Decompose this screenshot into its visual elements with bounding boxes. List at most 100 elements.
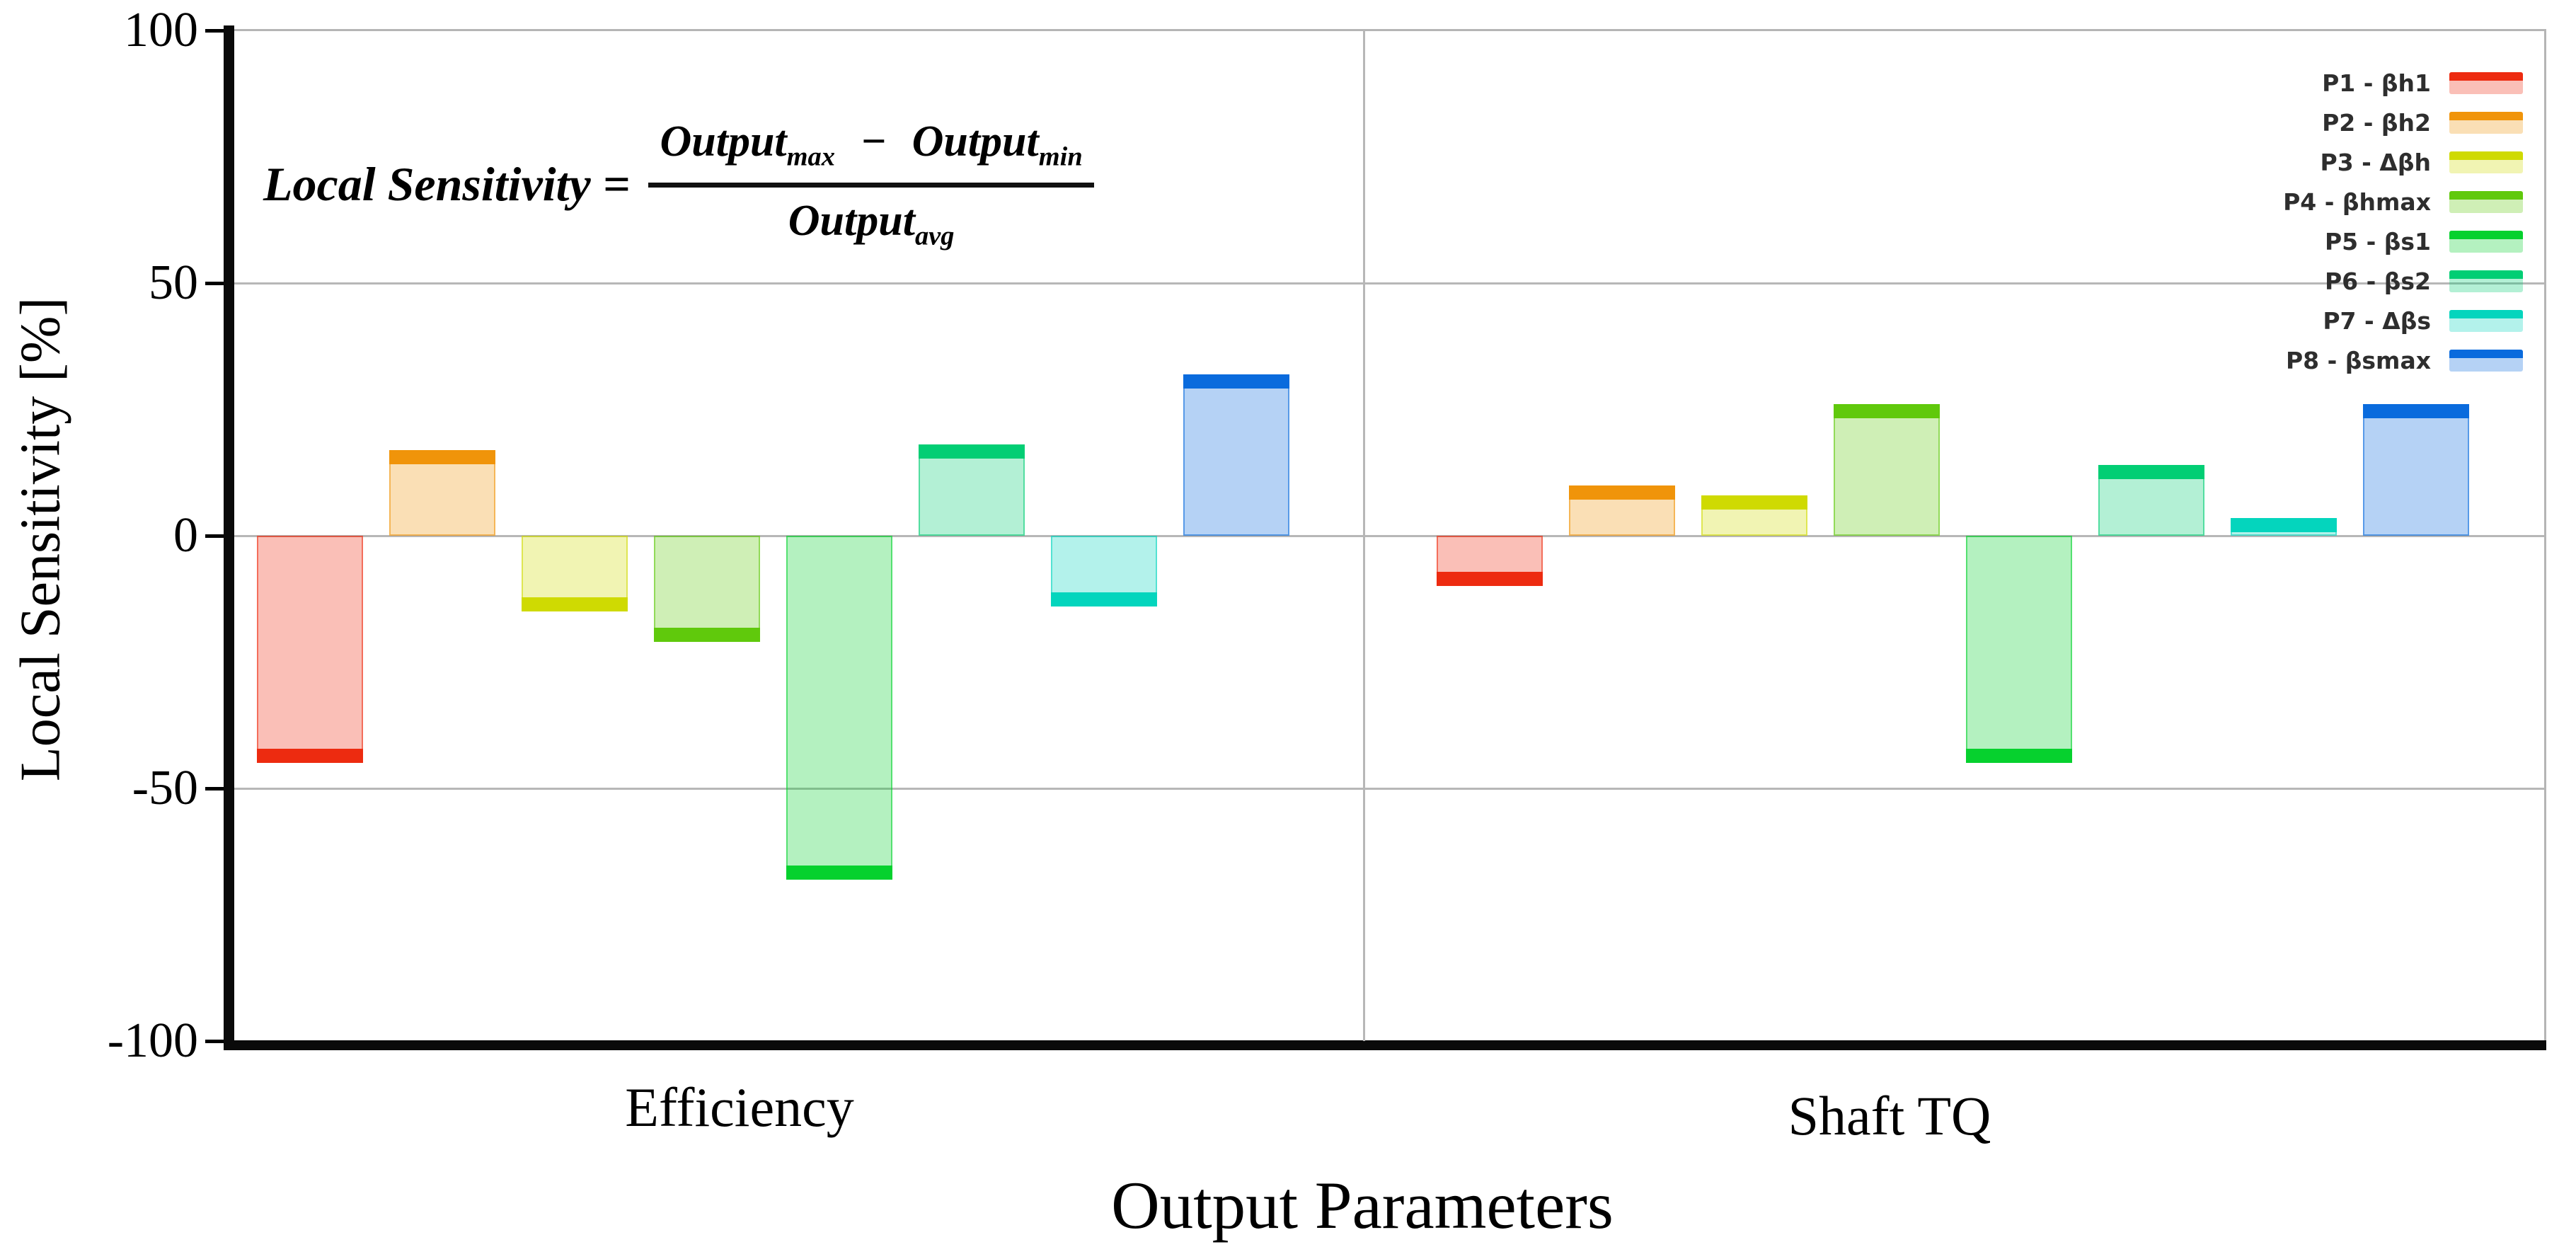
bar-efficiency-p4 xyxy=(654,536,760,642)
legend: P1 - βh1 P2 - βh2 P3 - Δβh P4 - βhmax P5 - β… xyxy=(2283,63,2523,380)
formula-denominator: Outputavg xyxy=(788,188,955,251)
y-tick-0 xyxy=(205,534,224,538)
bar-shaft-tq-p1 xyxy=(1437,536,1543,587)
legend-swatch-p3 xyxy=(2449,151,2523,173)
formula-minus: − xyxy=(860,117,887,166)
y-tick-label-100: 100 xyxy=(124,3,198,57)
group-label-shaft-tq: Shaft TQ xyxy=(1788,1085,1991,1146)
x-axis-title: Output Parameters xyxy=(1111,1168,1614,1243)
y-tick-label-0: 0 xyxy=(173,508,198,563)
bar-cap xyxy=(1437,572,1543,587)
legend-swatch-cap xyxy=(2449,309,2523,318)
bar-cap xyxy=(786,865,892,880)
bar-shaft-tq-p8 xyxy=(2363,404,2469,536)
formula-output-min-sub: min xyxy=(1038,142,1083,172)
legend-swatch-cap xyxy=(2449,270,2523,279)
gridline--50 xyxy=(234,788,2544,790)
bar-efficiency-p3 xyxy=(522,536,628,612)
gridline-0 xyxy=(234,535,2544,537)
y-tick-label--50: -50 xyxy=(132,761,198,815)
bar-efficiency-p6 xyxy=(919,444,1025,536)
y-axis-spine xyxy=(224,25,234,1050)
formula-output-avg-sub: avg xyxy=(914,220,955,251)
legend-swatch-cap xyxy=(2449,71,2523,81)
plot-border-right xyxy=(2544,29,2546,1043)
formula-output-avg-base: Output xyxy=(788,196,915,245)
plot-area: P1 - βh1 P2 - βh2 P3 - Δβh P4 - βhmax P5 - β… xyxy=(234,30,2544,1041)
legend-label: P1 - βh1 xyxy=(2322,69,2431,97)
bar-cap xyxy=(654,627,760,642)
plot-border-top xyxy=(234,29,2546,31)
legend-swatch-p4 xyxy=(2449,190,2523,213)
bar-cap xyxy=(1966,749,2072,764)
formula-output-min-base: Output xyxy=(912,117,1039,166)
bar-efficiency-p7 xyxy=(1051,536,1157,606)
legend-swatch-cap xyxy=(2449,151,2523,160)
x-axis-spine xyxy=(224,1040,2546,1050)
bar-cap xyxy=(522,597,628,612)
bar-shaft-tq-p4 xyxy=(1834,404,1940,536)
legend-swatch-p8 xyxy=(2449,349,2523,372)
bar-cap xyxy=(257,749,363,764)
bar-cap xyxy=(2098,465,2204,480)
y-tick--100 xyxy=(205,1040,224,1043)
legend-swatch-cap xyxy=(2449,349,2523,358)
bar-cap xyxy=(919,444,1025,459)
legend-label: P8 - βsmax xyxy=(2285,346,2431,374)
legend-item-p6: P6 - βs2 xyxy=(2283,261,2523,301)
legend-label: P3 - Δβh xyxy=(2320,148,2431,176)
legend-swatch-p1 xyxy=(2449,71,2523,94)
bar-cap xyxy=(1569,485,1675,500)
legend-item-p2: P2 - βh2 xyxy=(2283,103,2523,142)
panel-divider xyxy=(1363,30,1365,1041)
legend-swatch-cap xyxy=(2449,190,2523,200)
legend-item-p8: P8 - βsmax xyxy=(2283,340,2523,380)
formula-fraction: Outputmax − Outputmin Outputavg xyxy=(648,117,1094,251)
formula-lhs: Local Sensitivity = xyxy=(263,156,630,212)
bar-cap xyxy=(1834,404,1940,419)
legend-label: P6 - βs2 xyxy=(2324,267,2431,295)
bar-cap xyxy=(389,449,495,464)
bar-efficiency-p8 xyxy=(1183,374,1289,536)
bar-cap xyxy=(2231,518,2337,532)
bar-efficiency-p1 xyxy=(257,536,363,764)
bar-shaft-tq-p6 xyxy=(2098,465,2204,536)
legend-item-p7: P7 - Δβs xyxy=(2283,301,2523,340)
legend-label: P5 - βs1 xyxy=(2324,227,2431,255)
bar-cap xyxy=(1051,592,1157,606)
legend-label: P7 - Δβs xyxy=(2323,306,2431,335)
bar-cap xyxy=(2363,404,2469,419)
legend-item-p4: P4 - βhmax xyxy=(2283,182,2523,222)
formula-output-max-sub: max xyxy=(786,142,835,172)
legend-swatch-cap xyxy=(2449,111,2523,120)
gridline-50 xyxy=(234,282,2544,284)
bar-shaft-tq-p5 xyxy=(1966,536,2072,764)
bar-efficiency-p2 xyxy=(389,449,495,536)
formula-output-max-base: Output xyxy=(660,117,787,166)
y-tick-label--100: -100 xyxy=(107,1013,198,1068)
bar-shaft-tq-p7 xyxy=(2231,518,2337,536)
formula-lhs-text: Local Sensitivity xyxy=(263,156,591,211)
legend-swatch-p6 xyxy=(2449,270,2523,292)
bar-cap xyxy=(1701,495,1807,510)
formula-numerator: Outputmax − Outputmin xyxy=(648,117,1094,188)
legend-swatch-p7 xyxy=(2449,309,2523,332)
y-tick-label-50: 50 xyxy=(149,255,198,310)
bar-efficiency-p5 xyxy=(786,536,892,880)
y-tick-100 xyxy=(205,29,224,33)
legend-swatch-p5 xyxy=(2449,230,2523,253)
legend-swatch-p2 xyxy=(2449,111,2523,134)
y-tick--50 xyxy=(205,787,224,791)
bar-shaft-tq-p3 xyxy=(1701,495,1807,536)
legend-item-p5: P5 - βs1 xyxy=(2283,222,2523,261)
formula-equals: = xyxy=(602,156,631,211)
legend-item-p3: P3 - Δβh xyxy=(2283,142,2523,182)
legend-label: P4 - βhmax xyxy=(2283,188,2431,216)
formula-annotation: Local Sensitivity = Outputmax − Outputmi… xyxy=(263,106,1094,262)
bar-cap xyxy=(1183,374,1289,389)
legend-swatch-cap xyxy=(2449,230,2523,239)
bar-shaft-tq-p2 xyxy=(1569,485,1675,536)
legend-label: P2 - βh2 xyxy=(2322,108,2431,137)
legend-item-p1: P1 - βh1 xyxy=(2283,63,2523,103)
